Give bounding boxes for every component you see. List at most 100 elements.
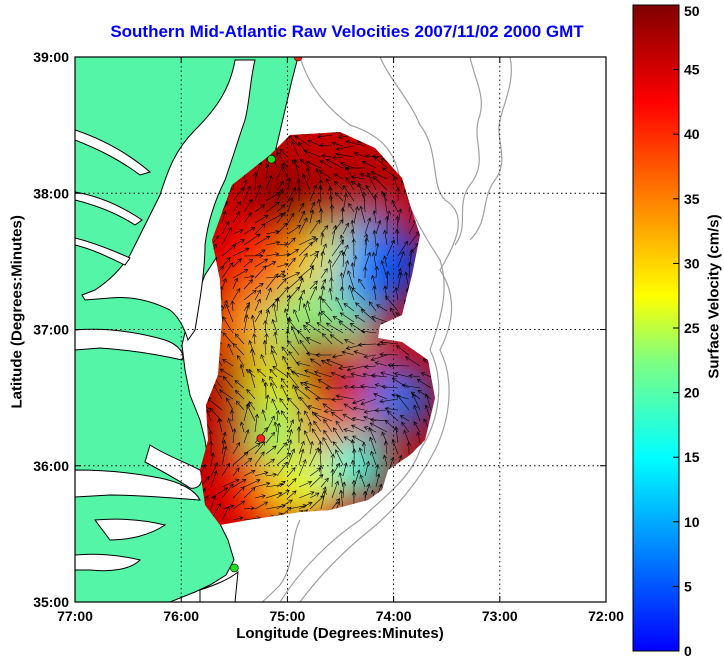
velocity-arrow xyxy=(363,354,377,359)
velocity-arrow xyxy=(287,272,301,279)
velocity-arrow xyxy=(374,383,388,389)
velocity-arrow xyxy=(250,314,256,334)
velocity-arrow xyxy=(309,280,318,290)
velocity-arrow xyxy=(360,398,377,406)
velocity-arrow xyxy=(385,270,390,290)
velocity-arrow xyxy=(383,440,389,455)
velocity-arrow xyxy=(342,184,355,202)
velocity-arrow xyxy=(276,242,289,247)
velocity-arrow xyxy=(232,451,249,466)
velocity-arrow xyxy=(265,273,279,290)
velocity-arrow xyxy=(243,274,255,279)
x-tick-label: 72:00 xyxy=(588,608,624,624)
velocity-arrow xyxy=(222,358,234,367)
velocity-arrow xyxy=(350,372,366,378)
velocity-arrow xyxy=(221,262,234,279)
velocity-arrow xyxy=(315,352,333,358)
velocity-arrow xyxy=(379,340,399,345)
velocity-arrow xyxy=(323,418,333,433)
velocity-arrow xyxy=(359,173,377,180)
velocity-arrow xyxy=(271,398,278,411)
y-axis-ticks: 35:00 36:00 37:00 38:00 39:00 xyxy=(33,49,606,610)
station-marker-3 xyxy=(230,563,239,573)
velocity-arrow xyxy=(331,462,340,477)
velocity-arrow xyxy=(339,234,344,246)
velocity-arrow xyxy=(320,232,325,246)
velocity-arrow xyxy=(342,462,348,477)
velocity-arrow xyxy=(387,410,399,422)
velocity-arrow xyxy=(320,278,327,290)
velocity-arrow xyxy=(342,413,355,422)
velocity-arrow xyxy=(360,384,377,389)
velocity-arrow xyxy=(265,309,270,323)
velocity-arrow xyxy=(330,453,335,466)
velocity-arrow xyxy=(265,445,277,455)
velocity-arrow xyxy=(368,301,377,312)
velocity-arrow xyxy=(265,458,276,466)
station-marker-2 xyxy=(256,434,266,443)
velocity-arrow xyxy=(221,445,228,466)
velocity-arrow xyxy=(305,161,322,169)
velocity-arrow xyxy=(239,363,245,378)
colorbar-tick-label: 30 xyxy=(684,255,700,271)
velocity-arrow xyxy=(374,408,388,413)
velocity-arrow xyxy=(381,167,399,180)
colorbar-tick-label: 20 xyxy=(684,385,700,401)
velocity-arrow xyxy=(341,481,347,499)
velocity-arrow xyxy=(350,438,355,455)
velocity-arrow xyxy=(372,229,377,246)
velocity-arrow xyxy=(243,289,257,301)
velocity-arrow xyxy=(221,439,226,455)
velocity-arrow xyxy=(276,499,293,510)
velocity-arrow xyxy=(265,287,272,301)
velocity-arrow xyxy=(287,248,300,257)
velocity-arrow xyxy=(276,222,288,235)
velocity-arrow xyxy=(320,285,326,301)
velocity-arrow xyxy=(385,295,399,312)
velocity-arrow xyxy=(232,258,242,268)
velocity-arrow xyxy=(298,448,305,466)
velocity-arrow xyxy=(371,315,388,323)
velocity-arrow xyxy=(309,201,316,213)
velocity-arrow xyxy=(354,315,366,323)
velocity-arrow xyxy=(221,244,237,257)
velocity-arrow xyxy=(221,299,228,312)
velocity-arrow xyxy=(404,271,410,290)
velocity-arrow xyxy=(271,318,278,334)
velocity-arrow xyxy=(209,407,223,422)
velocity-arrow xyxy=(317,448,323,466)
velocity-arrow xyxy=(390,363,410,368)
velocity-arrow xyxy=(280,410,289,422)
velocity-arrow xyxy=(318,208,324,224)
velocity-arrow xyxy=(263,320,268,334)
velocity-arrow xyxy=(364,460,370,477)
velocity-arrow xyxy=(309,219,321,235)
velocity-arrow xyxy=(320,477,329,488)
velocity-arrow xyxy=(263,381,269,400)
colorbar xyxy=(632,4,680,652)
velocity-arrow xyxy=(318,185,323,202)
velocity-arrow xyxy=(287,439,293,455)
velocity-arrow xyxy=(298,417,304,433)
velocity-arrow xyxy=(384,419,399,433)
velocity-arrow xyxy=(322,436,333,455)
velocity-arrow xyxy=(320,225,329,235)
velocity-arrow xyxy=(254,298,261,312)
velocity-arrow xyxy=(243,479,261,488)
velocity-arrow xyxy=(370,373,388,378)
velocity-arrow xyxy=(376,304,388,312)
velocity-arrow xyxy=(253,171,258,191)
velocity-arrow xyxy=(350,384,366,390)
velocity-arrow xyxy=(313,370,333,378)
velocity-arrow xyxy=(298,141,311,158)
velocity-arrow xyxy=(262,339,268,356)
velocity-arrow xyxy=(276,211,286,224)
velocity-arrow xyxy=(254,289,261,301)
velocity-arrow xyxy=(254,282,264,290)
x-tick-label: 73:00 xyxy=(482,608,518,624)
velocity-arrow xyxy=(391,439,399,455)
velocity-arrow xyxy=(342,259,349,279)
y-tick-label: 38:00 xyxy=(33,185,69,201)
velocity-arrow xyxy=(384,215,390,235)
velocity-arrow xyxy=(243,198,253,213)
